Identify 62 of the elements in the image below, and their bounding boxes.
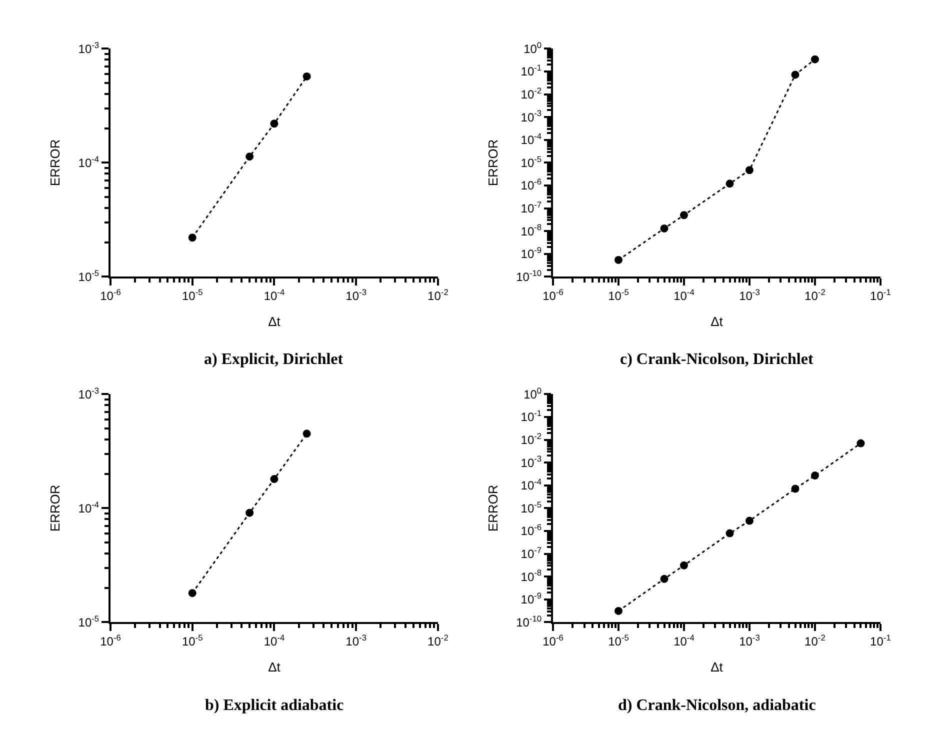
x-tick-label: 10$^{-3}$ [346, 632, 367, 649]
y-tick-label: 10$^{-6}$ [520, 176, 542, 193]
y-tick-label: 10$^{0}$ [524, 385, 542, 402]
y-tick-label: 10$^{-3}$ [520, 108, 542, 124]
y-axis-title: ERROR [486, 484, 501, 532]
y-tick-label: 10$^{-3}$ [78, 40, 100, 56]
x-tick-label: 10$^{-3}$ [739, 632, 760, 649]
y-tick-label: 10$^{-5}$ [520, 154, 542, 170]
y-tick-label: 10$^{-2}$ [520, 430, 542, 447]
y-tick-label: 10$^{-10}$ [516, 268, 542, 284]
x-axis-title: Δt [268, 314, 281, 330]
y-tick-label: 10$^{-4}$ [520, 476, 542, 493]
x-tick-label: 10$^{-3}$ [346, 287, 367, 304]
x-tick-label: 10$^{-5}$ [608, 632, 630, 649]
x-tick-label: 10$^{-4}$ [674, 287, 695, 304]
x-tick-label: 10$^{-5}$ [182, 632, 204, 649]
x-tick-label: 10$^{-4}$ [674, 632, 695, 649]
y-tick-label: 10$^{-7}$ [520, 544, 542, 561]
x-tick-label: 10$^{-6}$ [542, 287, 564, 304]
y-tick-label: 10$^{-10}$ [516, 613, 542, 630]
y-tick-label: 10$^{-8}$ [520, 568, 542, 584]
y-tick-label: 10$^{-1}$ [520, 408, 542, 424]
x-tick-label: 10$^{-3}$ [739, 287, 760, 304]
x-tick-label: 10$^{-2}$ [428, 632, 449, 649]
y-axis-title: ERROR [486, 139, 501, 186]
x-tick-label: 10$^{-2}$ [428, 287, 449, 304]
x-tick-label: 10$^{-5}$ [182, 287, 204, 304]
y-tick-label: 10$^{-4}$ [78, 154, 100, 170]
x-tick-label: 10$^{-6}$ [542, 632, 564, 649]
x-tick-label: 10$^{-2}$ [804, 287, 826, 304]
y-tick-label: 10$^{-2}$ [520, 85, 542, 102]
x-tick-label: 10$^{-6}$ [100, 632, 122, 649]
y-tick-label: 10$^{-7}$ [520, 199, 542, 216]
text: d) Crank-Nicolson, adiabatic [618, 697, 816, 714]
x-tick-label: 10$^{-1}$ [870, 632, 892, 649]
y-tick-label: 10$^{-3}$ [78, 385, 100, 402]
y-tick-label: 10$^{-1}$ [520, 62, 542, 79]
text: b) Explicit adiabatic [205, 697, 344, 714]
x-tick-label: 10$^{-4}$ [264, 287, 285, 304]
x-tick-label: 10$^{-2}$ [804, 632, 826, 649]
x-tick-label: 10$^{-5}$ [608, 287, 630, 304]
x-axis-title: Δt [710, 314, 724, 330]
x-tick-label: 10$^{-4}$ [264, 632, 285, 649]
y-tick-label: 10$^{-5}$ [78, 268, 100, 284]
y-tick-label: 10$^{-4}$ [78, 499, 100, 516]
x-tick-label: 10$^{-6}$ [100, 287, 122, 304]
y-axis-title: ERROR [48, 484, 63, 532]
x-axis-title: Δt [268, 660, 281, 675]
y-tick-label: 10$^{-8}$ [520, 222, 542, 238]
y-tick-label: 10$^{0}$ [524, 40, 542, 56]
y-tick-label: 10$^{-3}$ [520, 454, 542, 470]
x-axis-title: Δt [710, 660, 724, 675]
y-tick-label: 10$^{-5}$ [520, 499, 542, 516]
y-axis-title: ERROR [48, 139, 63, 186]
y-tick-label: 10$^{-9}$ [520, 590, 542, 607]
y-tick-label: 10$^{-4}$ [520, 131, 542, 148]
text: a) Explicit, Dirichlet [204, 351, 344, 368]
text: c) Crank-Nicolson, Dirichlet [620, 351, 814, 368]
x-tick-label: 10$^{-1}$ [870, 287, 892, 304]
y-tick-label: 10$^{-6}$ [520, 522, 542, 538]
y-tick-label: 10$^{-9}$ [520, 245, 542, 262]
y-tick-label: 10$^{-5}$ [78, 613, 100, 630]
